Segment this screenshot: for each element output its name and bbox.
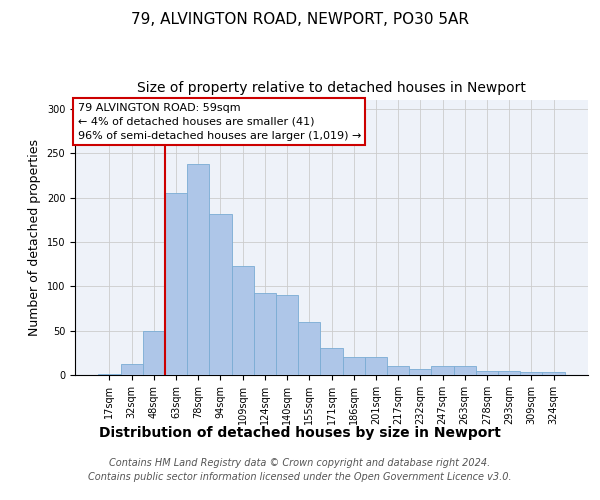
Text: Distribution of detached houses by size in Newport: Distribution of detached houses by size …: [99, 426, 501, 440]
Bar: [387, 366, 409, 375]
Text: Contains HM Land Registry data © Crown copyright and database right 2024.: Contains HM Land Registry data © Crown c…: [109, 458, 491, 468]
Bar: [343, 358, 365, 375]
Bar: [254, 292, 276, 375]
Bar: [542, 372, 565, 375]
Bar: [298, 322, 320, 375]
Text: Contains public sector information licensed under the Open Government Licence v3: Contains public sector information licen…: [88, 472, 512, 482]
Bar: [121, 364, 143, 375]
Bar: [520, 372, 542, 375]
Title: Size of property relative to detached houses in Newport: Size of property relative to detached ho…: [137, 80, 526, 94]
Bar: [365, 358, 387, 375]
Bar: [143, 330, 165, 375]
Bar: [454, 366, 476, 375]
Text: 79 ALVINGTON ROAD: 59sqm
← 4% of detached houses are smaller (41)
96% of semi-de: 79 ALVINGTON ROAD: 59sqm ← 4% of detache…: [77, 103, 361, 141]
Bar: [320, 348, 343, 375]
Bar: [409, 369, 431, 375]
Bar: [476, 370, 498, 375]
Bar: [98, 374, 121, 375]
Bar: [165, 193, 187, 375]
Bar: [498, 370, 520, 375]
Bar: [276, 295, 298, 375]
Bar: [209, 214, 232, 375]
Y-axis label: Number of detached properties: Number of detached properties: [28, 139, 41, 336]
Text: 79, ALVINGTON ROAD, NEWPORT, PO30 5AR: 79, ALVINGTON ROAD, NEWPORT, PO30 5AR: [131, 12, 469, 28]
Bar: [431, 366, 454, 375]
Bar: [187, 164, 209, 375]
Bar: [232, 266, 254, 375]
